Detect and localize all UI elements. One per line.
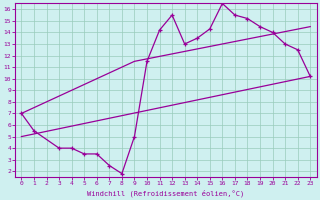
X-axis label: Windchill (Refroidissement éolien,°C): Windchill (Refroidissement éolien,°C)	[87, 189, 244, 197]
